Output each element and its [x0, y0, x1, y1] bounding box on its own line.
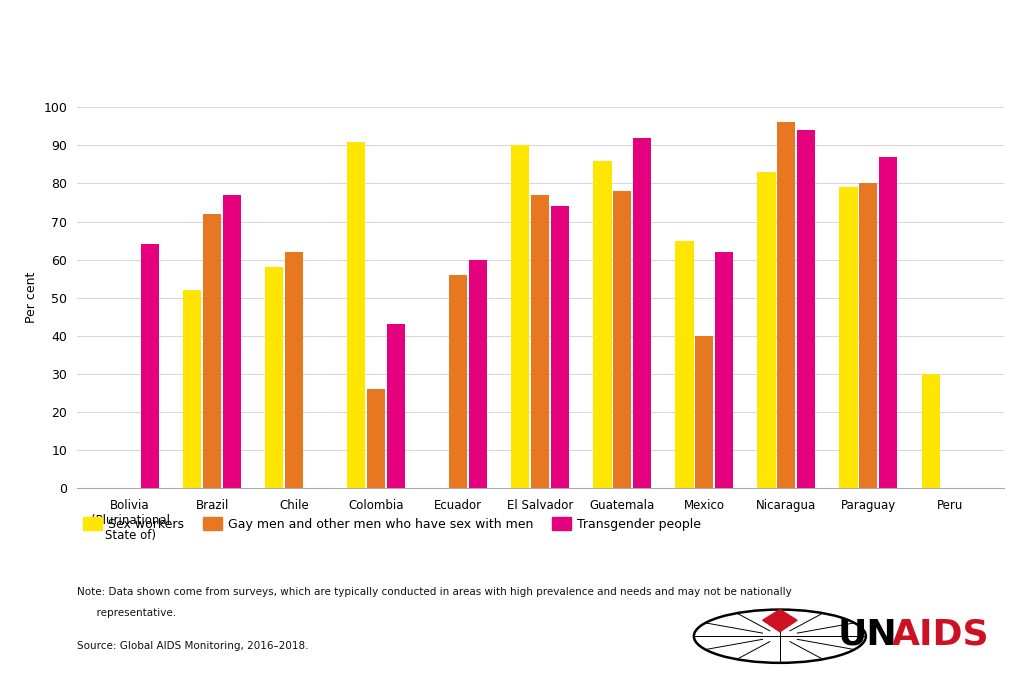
Bar	[777, 122, 796, 488]
Bar	[469, 260, 486, 488]
Bar	[368, 389, 385, 488]
Text: Source: Global AIDS Monitoring, 2016–2018.: Source: Global AIDS Monitoring, 2016–201…	[77, 641, 308, 652]
Text: AIDS: AIDS	[892, 617, 989, 652]
Bar	[223, 195, 241, 488]
Bar	[183, 290, 202, 488]
Bar	[594, 161, 611, 488]
Bar	[633, 138, 651, 488]
Bar	[879, 157, 897, 488]
Text: UN: UN	[838, 617, 897, 652]
Bar	[859, 184, 878, 488]
Bar	[140, 245, 159, 488]
Y-axis label: Per cent: Per cent	[25, 272, 38, 324]
Text: Note: Data shown come from surveys, which are typically conducted in areas with : Note: Data shown come from surveys, whic…	[77, 587, 792, 597]
Bar	[265, 267, 284, 488]
Bar	[676, 240, 693, 488]
Bar	[450, 275, 467, 488]
Polygon shape	[763, 609, 797, 632]
Bar	[551, 206, 569, 488]
Bar	[695, 336, 713, 488]
Bar	[203, 214, 221, 488]
Bar	[511, 145, 529, 488]
Bar	[531, 195, 549, 488]
Bar	[347, 141, 366, 488]
Text: Knowledge of status among key populations, Latin America, 2016–2018: Knowledge of status among key population…	[23, 32, 998, 58]
Bar	[922, 374, 940, 488]
Text: representative.: representative.	[77, 608, 176, 618]
Bar	[613, 191, 631, 488]
Bar	[387, 324, 404, 488]
Legend: Sex workers, Gay men and other men who have sex with men, Transgender people: Sex workers, Gay men and other men who h…	[83, 518, 700, 531]
Bar	[715, 252, 733, 488]
Bar	[840, 187, 857, 488]
Bar	[758, 172, 775, 488]
Bar	[797, 130, 815, 488]
Bar	[285, 252, 303, 488]
